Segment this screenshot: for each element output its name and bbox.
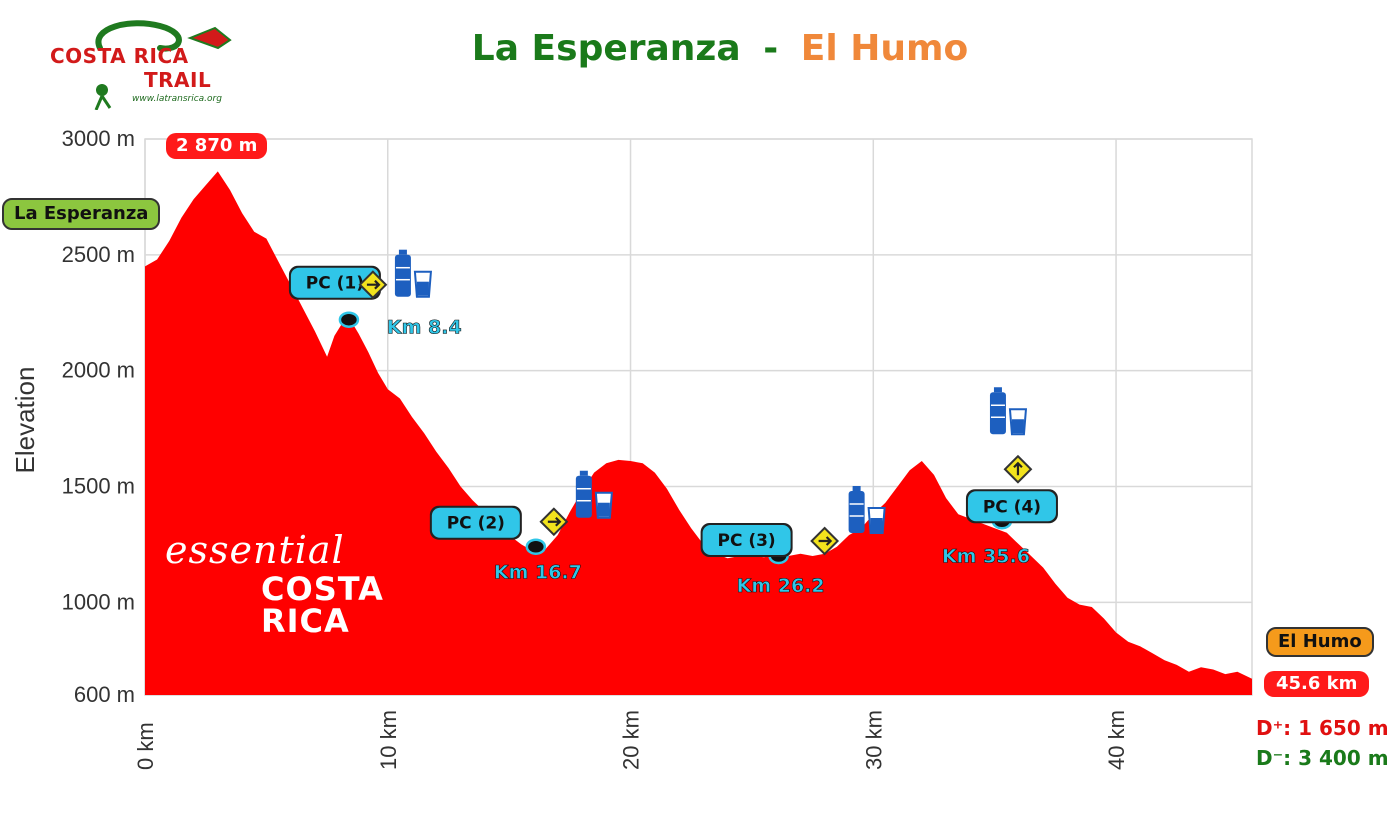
checkpoint-badge <box>967 491 1056 522</box>
bottle-cap <box>993 387 1002 393</box>
logo-line1: COSTA RICA <box>50 44 189 68</box>
arrow-right-icon <box>547 516 562 527</box>
checkpoint-km-label: Km 16.7 <box>494 562 582 584</box>
arrow-right-icon <box>818 536 833 546</box>
x-tick-label: 20 km <box>619 710 644 770</box>
cup-water <box>416 281 429 296</box>
checkpoint-label: PC (3) <box>717 531 775 551</box>
start-place-badge: La Esperanza <box>2 198 161 230</box>
checkpoint-badge <box>431 507 520 538</box>
max-elevation-badge: 2 870 m <box>166 133 268 159</box>
logo-url: www.latransrica.org <box>132 94 222 104</box>
checkpoint-label: PC (1) <box>306 274 364 294</box>
y-tick-label: 2000 m <box>62 358 135 383</box>
checkpoint-2: PC (2) Km 16.7 <box>429 470 613 584</box>
logo-line2: TRAIL <box>144 68 212 92</box>
total-distance-badge: 45.6 km <box>1264 671 1370 697</box>
y-tick-label: 2500 m <box>62 242 135 267</box>
y-tick-label: 1500 m <box>62 474 135 499</box>
checkpoint-3: PC (3) Km 26.2 <box>700 486 886 597</box>
y-tick-label: 1000 m <box>62 589 135 614</box>
x-tick-label: 0 km <box>133 722 158 770</box>
elevation-area <box>145 171 1252 695</box>
brand-line2: RICA <box>261 602 350 640</box>
x-tick-label: 30 km <box>861 710 886 770</box>
checkpoint-km-label: Km 26.2 <box>737 575 825 597</box>
title-separator: - <box>763 28 779 69</box>
checkpoint-markers: PC (1)Km 8.4PC (2)Km 16.7PC (3)Km 26.2PC… <box>288 249 1058 597</box>
checkpoint-4: PC (4) Km 35.6 <box>942 387 1058 568</box>
cup-water <box>870 518 883 532</box>
bottle-cap <box>398 249 407 255</box>
checkpoint-km-label: Km 35.6 <box>942 545 1030 567</box>
arrow-up-icon <box>1013 461 1023 476</box>
x-tick-label: 10 km <box>376 710 401 770</box>
brand-script: essential <box>165 528 345 572</box>
bottle-body <box>575 475 592 518</box>
water-bottle-icon <box>848 486 886 534</box>
direction-sign-icon <box>539 507 569 537</box>
y-tick-label: 600 m <box>74 682 135 707</box>
checkpoint-km-label: Km 8.4 <box>387 317 462 339</box>
water-bottle-icon <box>575 470 613 519</box>
direction-sign-icon <box>358 270 388 300</box>
checkpoint-label: PC (2) <box>447 514 505 534</box>
water-bottle-icon <box>394 249 433 298</box>
end-place-badge: El Humo <box>1266 627 1374 657</box>
checkpoint-1: PC (1) Km 8.4 <box>288 249 462 339</box>
direction-sign-icon <box>1003 454 1033 484</box>
bottle-body <box>848 491 865 533</box>
bottle-cap <box>852 486 861 491</box>
checkpoint-dot <box>525 538 547 555</box>
x-tick-label: 40 km <box>1104 710 1129 770</box>
costa-rica-trail-logo: COSTA RICA TRAIL www.latransrica.org <box>40 18 240 110</box>
arrow-right-icon <box>366 279 381 290</box>
direction-sign-icon <box>810 526 840 556</box>
cup-water <box>1011 419 1024 434</box>
essential-costa-rica-logo: essential COSTA RICA <box>165 528 405 640</box>
bottle-body <box>989 392 1006 435</box>
elevation-gain: D⁺: 1 650 m <box>1256 716 1389 740</box>
checkpoint-badge <box>702 525 791 555</box>
frog-swirl-icon <box>94 20 232 110</box>
cup-water <box>597 502 610 517</box>
y-tick-label: 3000 m <box>62 126 135 151</box>
y-axis-label: Elevation <box>10 367 40 474</box>
title-start: La Esperanza <box>471 28 741 69</box>
water-bottle-icon <box>989 387 1028 436</box>
bottle-cap <box>579 470 588 476</box>
title-end: El Humo <box>800 28 969 69</box>
checkpoint-dot <box>338 311 360 328</box>
brand-line1: COSTA <box>261 570 384 608</box>
elevation-loss: D⁻: 3 400 m <box>1256 746 1389 770</box>
axis-layer: 600 m 1000 m 1500 m 2000 m 2500 m 3000 m 0 km 1… <box>62 126 1129 770</box>
page-title: La Esperanza - El Humo <box>0 28 1400 69</box>
checkpoint-label: PC (4) <box>983 497 1041 517</box>
bottle-body <box>394 254 411 297</box>
checkpoint-badge <box>290 267 379 298</box>
